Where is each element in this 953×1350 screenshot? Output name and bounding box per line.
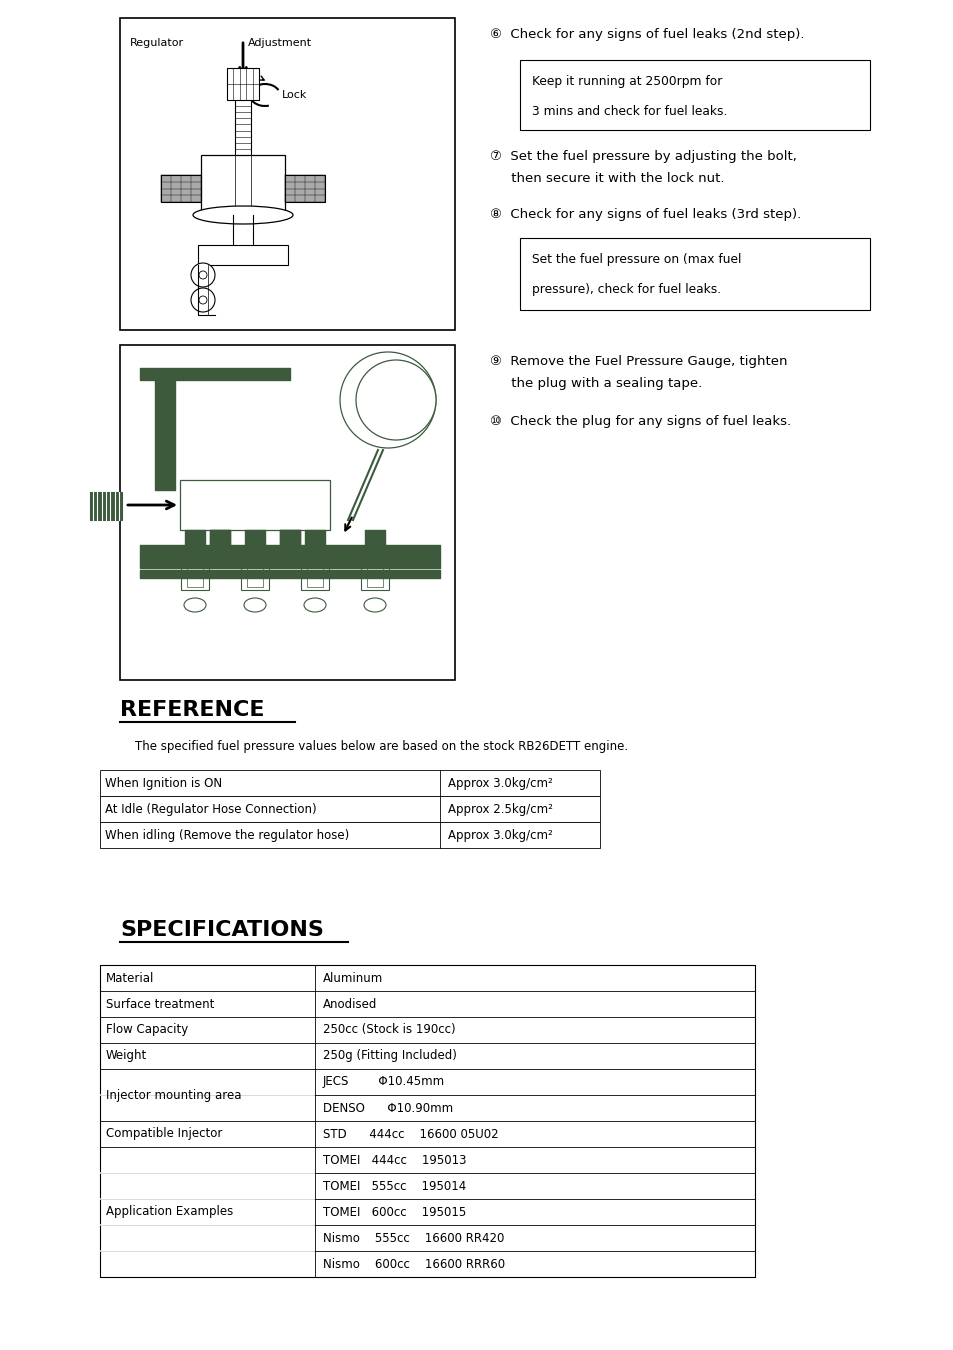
Text: SPECIFICATIONS: SPECIFICATIONS bbox=[120, 919, 323, 940]
Text: JECS        Φ10.45mm: JECS Φ10.45mm bbox=[323, 1076, 445, 1088]
Text: Set the fuel pressure on (max fuel: Set the fuel pressure on (max fuel bbox=[532, 252, 740, 266]
Circle shape bbox=[191, 263, 214, 288]
Text: At Idle (Regulator Hose Connection): At Idle (Regulator Hose Connection) bbox=[105, 802, 316, 815]
Circle shape bbox=[339, 352, 436, 448]
Text: Material: Material bbox=[106, 972, 154, 984]
Bar bbox=[367, 566, 382, 587]
Text: Regulator: Regulator bbox=[130, 38, 184, 49]
Ellipse shape bbox=[244, 598, 266, 612]
Text: Compatible Injector: Compatible Injector bbox=[106, 1127, 222, 1141]
Text: Approx 2.5kg/cm²: Approx 2.5kg/cm² bbox=[448, 802, 553, 815]
Text: Weight: Weight bbox=[106, 1049, 147, 1062]
Text: pressure), check for fuel leaks.: pressure), check for fuel leaks. bbox=[532, 284, 720, 296]
Text: Anodised: Anodised bbox=[323, 998, 377, 1011]
Text: 250g (Fitting Included): 250g (Fitting Included) bbox=[323, 1049, 456, 1062]
Text: Keep it running at 2500rpm for: Keep it running at 2500rpm for bbox=[532, 76, 721, 88]
Text: then secure it with the lock nut.: then secure it with the lock nut. bbox=[490, 171, 723, 185]
Circle shape bbox=[368, 379, 408, 420]
Bar bbox=[519, 238, 869, 310]
Ellipse shape bbox=[364, 598, 386, 612]
Text: Flow Capacity: Flow Capacity bbox=[106, 1023, 188, 1037]
Text: Adjustment: Adjustment bbox=[248, 38, 312, 49]
Bar bbox=[90, 491, 122, 520]
Bar bbox=[100, 769, 599, 796]
Text: ⑥  Check for any signs of fuel leaks (2nd step).: ⑥ Check for any signs of fuel leaks (2nd… bbox=[490, 28, 803, 40]
Text: STD      444cc    16600 05U02: STD 444cc 16600 05U02 bbox=[323, 1127, 498, 1141]
Bar bbox=[187, 566, 203, 587]
Bar bbox=[360, 562, 389, 590]
Bar bbox=[201, 155, 285, 215]
Bar bbox=[181, 562, 209, 590]
Ellipse shape bbox=[304, 598, 326, 612]
Bar bbox=[301, 562, 329, 590]
Text: DENSO      Φ10.90mm: DENSO Φ10.90mm bbox=[323, 1102, 453, 1115]
Circle shape bbox=[191, 288, 214, 312]
Ellipse shape bbox=[184, 598, 206, 612]
Bar bbox=[120, 18, 455, 329]
Text: REFERENCE: REFERENCE bbox=[120, 701, 264, 720]
Text: TOMEI   444cc    195013: TOMEI 444cc 195013 bbox=[323, 1153, 466, 1166]
Text: 3 mins and check for fuel leaks.: 3 mins and check for fuel leaks. bbox=[532, 105, 726, 117]
Text: Nismo    600cc    16600 RRR60: Nismo 600cc 16600 RRR60 bbox=[323, 1257, 504, 1270]
Text: ⑨  Remove the Fuel Pressure Gauge, tighten: ⑨ Remove the Fuel Pressure Gauge, tighte… bbox=[490, 355, 786, 369]
Text: When idling (Remove the regulator hose): When idling (Remove the regulator hose) bbox=[105, 829, 349, 841]
Bar bbox=[285, 176, 325, 202]
Text: the plug with a sealing tape.: the plug with a sealing tape. bbox=[490, 377, 701, 390]
Bar bbox=[241, 562, 269, 590]
Bar bbox=[180, 481, 330, 531]
Text: ⑧  Check for any signs of fuel leaks (3rd step).: ⑧ Check for any signs of fuel leaks (3rd… bbox=[490, 208, 801, 221]
Bar bbox=[161, 176, 201, 202]
Ellipse shape bbox=[193, 207, 293, 224]
Bar bbox=[247, 566, 263, 587]
Text: TOMEI   600cc    195015: TOMEI 600cc 195015 bbox=[323, 1206, 466, 1219]
Text: Application Examples: Application Examples bbox=[106, 1206, 233, 1219]
Bar bbox=[519, 59, 869, 130]
Text: Approx 3.0kg/cm²: Approx 3.0kg/cm² bbox=[448, 829, 552, 841]
Bar bbox=[307, 566, 323, 587]
Text: Nismo    555cc    16600 RR420: Nismo 555cc 16600 RR420 bbox=[323, 1231, 504, 1245]
Circle shape bbox=[199, 296, 207, 304]
Bar bbox=[100, 822, 599, 848]
Text: Lock: Lock bbox=[282, 90, 307, 100]
Text: Surface treatment: Surface treatment bbox=[106, 998, 214, 1011]
Bar bbox=[100, 965, 754, 1277]
Circle shape bbox=[199, 271, 207, 279]
Text: ⑦  Set the fuel pressure by adjusting the bolt,: ⑦ Set the fuel pressure by adjusting the… bbox=[490, 150, 796, 163]
Text: Approx 3.0kg/cm²: Approx 3.0kg/cm² bbox=[448, 776, 552, 790]
Text: 250cc (Stock is 190cc): 250cc (Stock is 190cc) bbox=[323, 1023, 456, 1037]
Text: Aluminum: Aluminum bbox=[323, 972, 383, 984]
Bar bbox=[198, 244, 288, 265]
Bar bbox=[227, 68, 258, 100]
Bar bbox=[100, 796, 599, 822]
Text: TOMEI   555cc    195014: TOMEI 555cc 195014 bbox=[323, 1180, 466, 1192]
Text: Injector mounting area: Injector mounting area bbox=[106, 1088, 241, 1102]
Text: ⑩  Check the plug for any signs of fuel leaks.: ⑩ Check the plug for any signs of fuel l… bbox=[490, 414, 790, 428]
Bar bbox=[120, 346, 455, 680]
Text: When Ignition is ON: When Ignition is ON bbox=[105, 776, 222, 790]
Text: The specified fuel pressure values below are based on the stock RB26DETT engine.: The specified fuel pressure values below… bbox=[135, 740, 627, 753]
Circle shape bbox=[355, 360, 436, 440]
